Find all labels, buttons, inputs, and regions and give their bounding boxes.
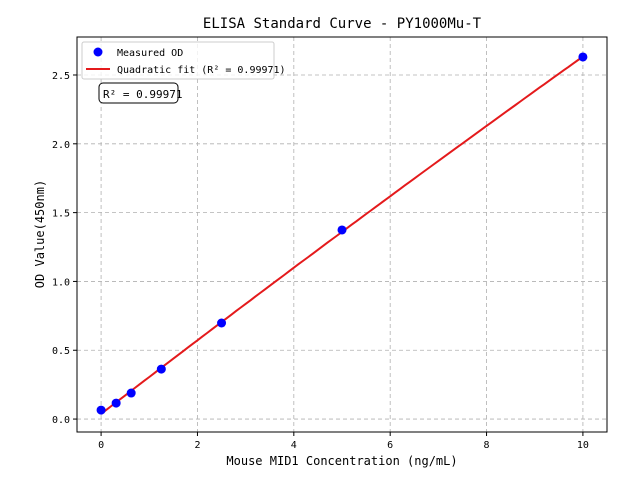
fit-line bbox=[100, 55, 584, 415]
x-tick-label: 8 bbox=[484, 440, 490, 451]
legend-label-measured: Measured OD bbox=[117, 48, 183, 59]
x-tick-label: 10 bbox=[577, 440, 589, 451]
data-point bbox=[578, 52, 588, 62]
y-tick-label: 2.5 bbox=[52, 71, 70, 82]
legend-label-fit: Quadratic fit (R² = 0.99971) bbox=[117, 65, 286, 76]
data-points bbox=[96, 52, 588, 415]
legend-box bbox=[81, 41, 275, 80]
plot-frame bbox=[76, 36, 608, 433]
grid bbox=[77, 37, 607, 432]
data-point bbox=[337, 225, 347, 235]
r2-annotation: R² = 0.99971 bbox=[103, 88, 182, 101]
data-point bbox=[217, 318, 227, 328]
x-tick-label: 0 bbox=[98, 440, 104, 451]
data-point bbox=[156, 364, 166, 374]
y-tick-label: 0.5 bbox=[52, 346, 70, 357]
chart-title: ELISA Standard Curve - PY1000Mu-T bbox=[203, 16, 482, 32]
legend: Measured OD Quadratic fit (R² = 0.99971) bbox=[81, 41, 286, 80]
x-tick-label: 2 bbox=[194, 440, 200, 451]
y-tick-label: 2.0 bbox=[52, 140, 70, 151]
x-tick-label: 6 bbox=[387, 440, 393, 451]
ticks: 0 2 4 6 8 10 0.0 0.5 1.0 1.5 2.0 2.5 bbox=[52, 71, 589, 451]
data-point bbox=[111, 398, 121, 408]
y-tick-label: 1.0 bbox=[52, 277, 70, 288]
r2-annotation-box bbox=[98, 82, 179, 104]
x-tick-label: 4 bbox=[291, 440, 297, 451]
y-axis-label: OD Value(450nm) bbox=[33, 180, 47, 288]
legend-marker-measured bbox=[93, 47, 103, 57]
data-point bbox=[126, 388, 136, 398]
x-axis-label: Mouse MID1 Concentration (ng/mL) bbox=[226, 454, 457, 468]
data-point bbox=[96, 405, 106, 415]
y-tick-label: 0.0 bbox=[52, 415, 70, 426]
y-tick-label: 1.5 bbox=[52, 209, 70, 220]
